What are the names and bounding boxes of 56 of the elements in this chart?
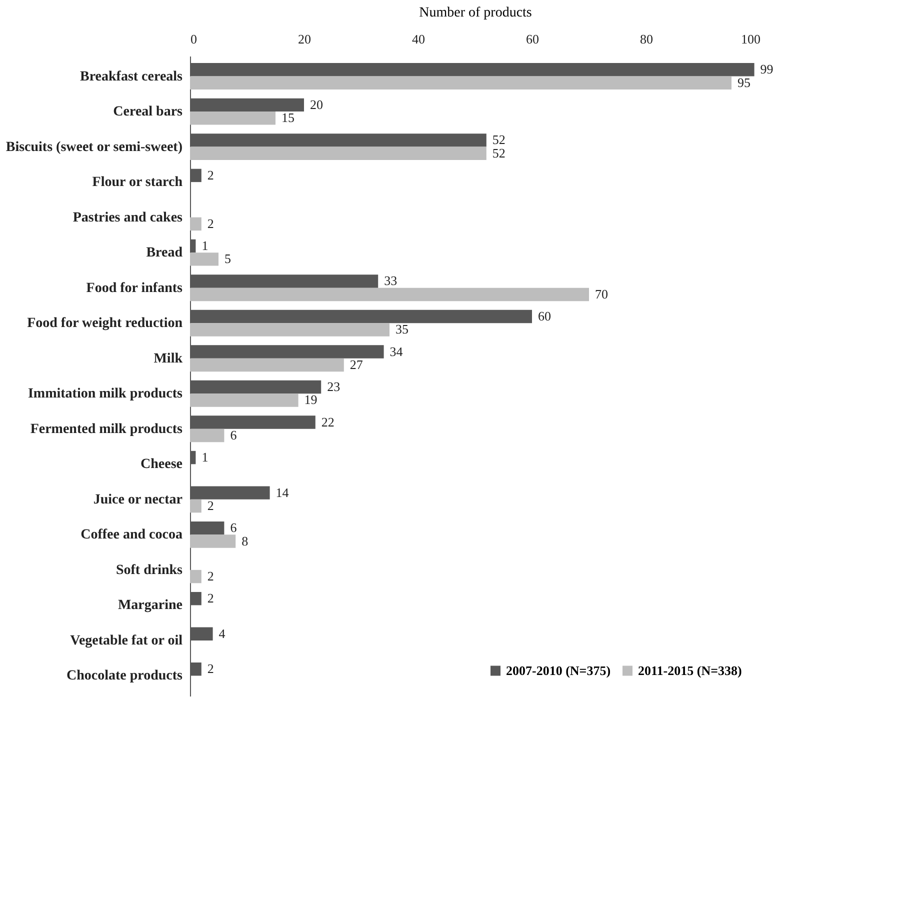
data-label: 14 <box>276 484 290 500</box>
data-label: 70 <box>595 286 608 302</box>
data-label: 15 <box>282 110 294 126</box>
data-label: 8 <box>242 533 248 548</box>
data-label: 2 <box>207 216 214 231</box>
data-label: 99 <box>760 62 774 77</box>
x-tick-label: 80 <box>640 32 653 46</box>
y-tick-label: Flour or starch <box>92 175 183 190</box>
y-tick-label: Cereal bars <box>113 104 184 120</box>
data-label: 35 <box>396 322 408 337</box>
legend-label: 2007-2010 (N=375) <box>506 662 611 678</box>
data-label: 22 <box>321 414 334 430</box>
data-label: 19 <box>304 392 318 408</box>
data-label: 60 <box>538 308 551 324</box>
legend-label: 2011-2015 (N=338) <box>638 662 742 678</box>
x-tick-label: 60 <box>526 32 539 46</box>
y-tick-label: Bread <box>146 246 183 261</box>
y-tick-label: Food for weight reduction <box>27 316 183 332</box>
data-label: 1 <box>202 238 208 253</box>
data-label: 52 <box>492 145 506 160</box>
y-tick-label: Breakfast cereals <box>80 69 184 84</box>
data-label: 2 <box>207 167 214 182</box>
x-tick-label: 20 <box>298 32 311 46</box>
data-label: 52 <box>492 132 506 148</box>
x-tick-label: 0 <box>190 32 197 46</box>
data-label: 4 <box>218 626 226 641</box>
y-tick-label: Coffee and cocoa <box>80 528 182 543</box>
data-label: 2 <box>207 590 214 606</box>
data-label: 1 <box>202 450 208 465</box>
y-tick-label: Milk <box>154 351 183 366</box>
x-tick-label: 40 <box>412 32 425 46</box>
y-tick-label: Pastries and cakes <box>72 210 184 226</box>
data-label: 5 <box>224 251 231 266</box>
data-label: 2 <box>207 568 214 584</box>
y-tick-label: Soft drinks <box>116 562 184 578</box>
data-label: 95 <box>738 74 750 90</box>
y-tick-label: Immitation milk products <box>28 386 184 402</box>
y-tick-label: Vegetable fat or oil <box>70 633 183 648</box>
data-label: 2 <box>207 498 214 514</box>
y-tick-label: Margarine <box>118 598 182 614</box>
y-tick-label: Juice or nectar <box>93 492 182 508</box>
y-tick-label: Food for infants <box>86 280 184 296</box>
data-label: 23 <box>327 379 340 394</box>
y-tick-label: Fermented milk products <box>30 422 184 437</box>
y-tick-label: Cheese <box>140 457 182 472</box>
data-label: 27 <box>350 356 364 372</box>
x-tick-label: 100 <box>741 32 760 46</box>
data-label: 33 <box>384 273 398 288</box>
data-label: 20 <box>310 96 323 112</box>
y-tick-label: Biscuits (sweet or semi-sweet) <box>6 140 183 155</box>
data-label: 6 <box>230 428 238 443</box>
data-label: 2 <box>207 661 214 676</box>
x-axis-title: Number of products <box>419 6 532 20</box>
data-label: 6 <box>230 520 238 536</box>
data-label: 34 <box>390 344 404 359</box>
y-tick-label: Chocolate products <box>66 668 184 684</box>
